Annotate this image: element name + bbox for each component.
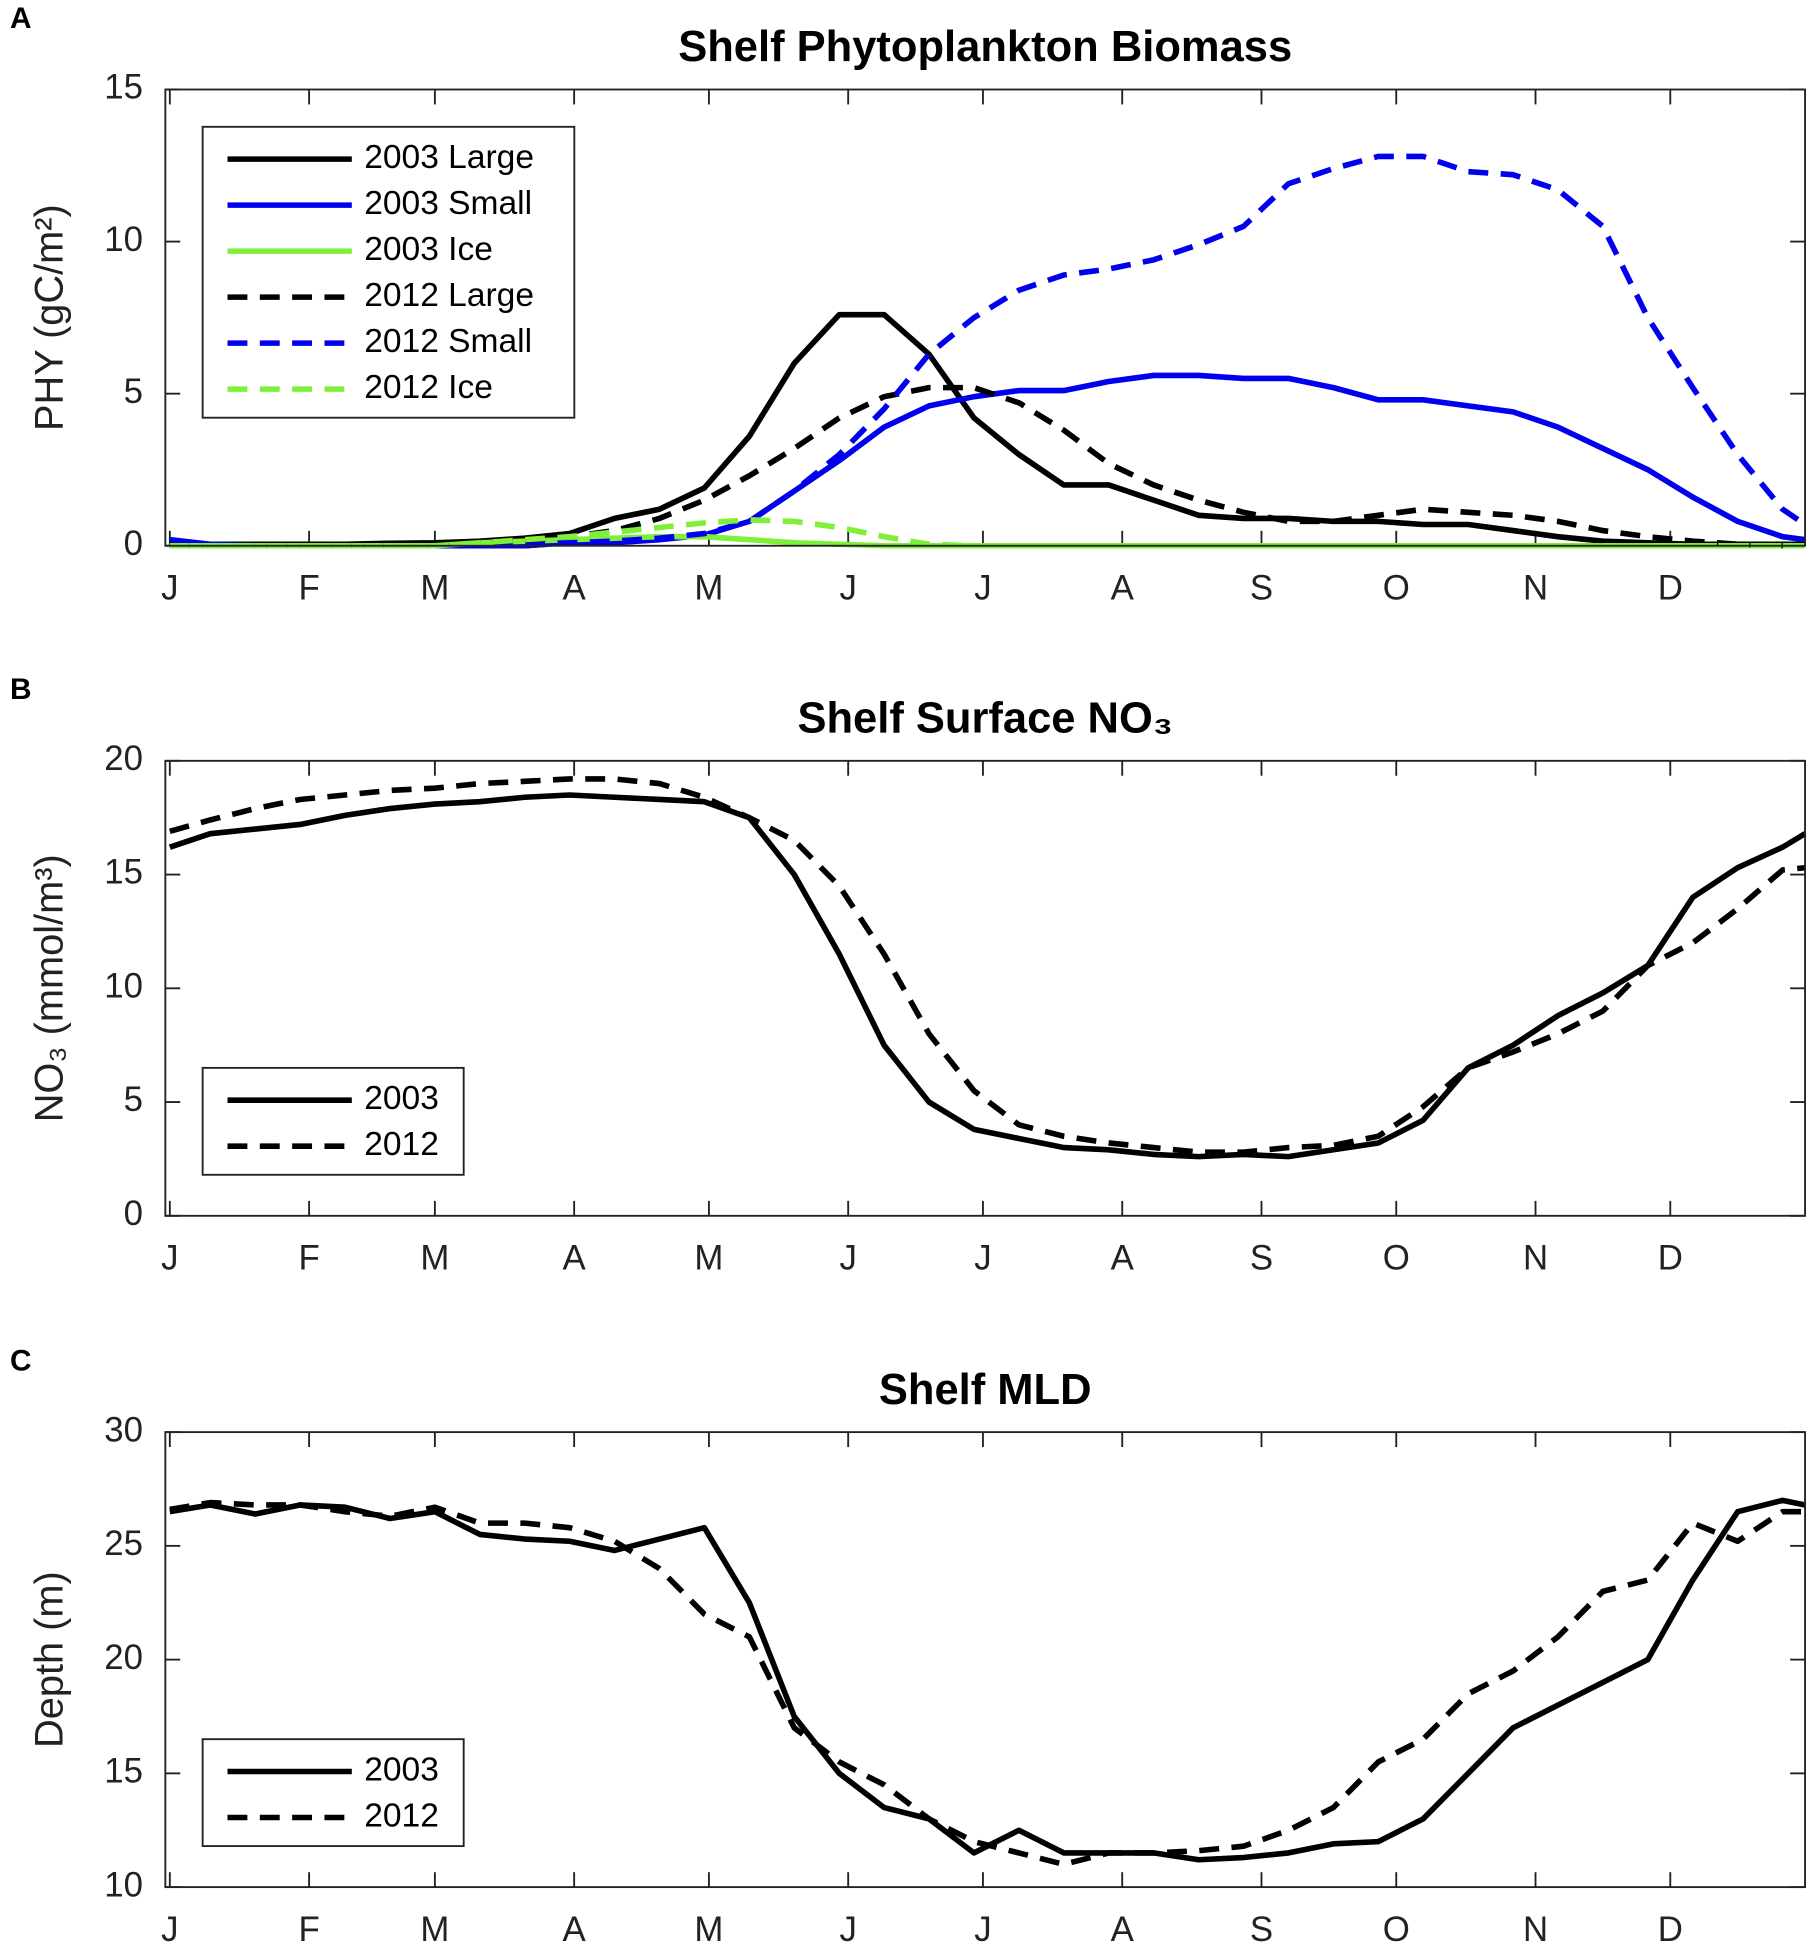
x-tick-label: A xyxy=(563,1910,587,1949)
y-tick-label: 10 xyxy=(104,220,143,259)
legend-box xyxy=(201,125,576,419)
y-axis-label: PHY (gC/m²) xyxy=(28,204,72,431)
series-line xyxy=(169,1497,1806,1863)
y-tick-label: 15 xyxy=(104,68,143,107)
y-tick-label: 10 xyxy=(104,1865,143,1904)
y-tick-label: 20 xyxy=(104,1638,143,1677)
x-tick-label: J xyxy=(161,1239,178,1278)
plot-frame xyxy=(164,759,1806,1217)
legend-label: 2003 xyxy=(364,1080,439,1117)
legend-label: 2003 Large xyxy=(364,139,534,176)
legend-box xyxy=(201,1066,465,1176)
x-tick-label: A xyxy=(1111,1910,1135,1949)
x-tick-label: J xyxy=(839,1239,856,1278)
x-tick-label: N xyxy=(1523,1239,1548,1278)
x-tick-label: M xyxy=(694,1910,723,1949)
x-tick-label: J xyxy=(161,569,178,608)
x-tick-label: J xyxy=(974,1239,991,1278)
y-tick-label: 15 xyxy=(104,1752,143,1791)
x-tick-label: N xyxy=(1523,569,1548,608)
plot-frame xyxy=(164,88,1806,547)
x-tick-label: S xyxy=(1250,1239,1273,1278)
x-tick-label: J xyxy=(839,1910,856,1949)
y-axis-label: NO₃ (mmol/m³) xyxy=(28,854,72,1122)
x-tick-label: M xyxy=(420,569,449,608)
chart-title: Shelf MLD xyxy=(879,1366,1092,1414)
panel-label: C xyxy=(10,1344,32,1377)
x-tick-label: D xyxy=(1658,569,1683,608)
y-tick-label: 25 xyxy=(104,1524,143,1563)
legend-label: 2012 xyxy=(364,1126,439,1163)
y-tick-label: 5 xyxy=(124,1080,143,1119)
x-tick-label: O xyxy=(1383,569,1410,608)
legend-label: 2003 Ice xyxy=(364,231,493,268)
x-tick-label: F xyxy=(298,569,319,608)
panel-label: A xyxy=(10,2,32,35)
x-tick-label: J xyxy=(974,569,991,608)
plot-frame xyxy=(164,1431,1806,1889)
x-tick-label: F xyxy=(298,1910,319,1949)
x-tick-label: S xyxy=(1250,1910,1273,1949)
x-tick-label: A xyxy=(1111,569,1135,608)
x-tick-label: M xyxy=(420,1239,449,1278)
x-tick-label: J xyxy=(839,569,856,608)
x-tick-label: D xyxy=(1658,1239,1683,1278)
x-tick-label: O xyxy=(1383,1910,1410,1949)
y-tick-label: 5 xyxy=(124,372,143,411)
x-tick-label: J xyxy=(974,1910,991,1949)
x-tick-label: F xyxy=(298,1239,319,1278)
series-line xyxy=(169,1499,1806,1868)
y-axis-label: Depth (m) xyxy=(28,1571,72,1748)
x-tick-label: A xyxy=(1111,1239,1135,1278)
y-tick-label: 30 xyxy=(104,1410,143,1449)
x-tick-label: O xyxy=(1383,1239,1410,1278)
y-tick-label: 15 xyxy=(104,853,143,892)
legend-label: 2012 Large xyxy=(364,277,534,314)
series-line xyxy=(168,792,1807,1160)
x-tick-label: N xyxy=(1523,1910,1548,1949)
y-tick-label: 20 xyxy=(104,739,143,778)
y-tick-label: 10 xyxy=(104,966,143,1005)
x-tick-label: M xyxy=(694,1239,723,1278)
x-tick-label: A xyxy=(563,569,587,608)
legend-label: 2012 Small xyxy=(364,323,532,360)
legend-label: 2012 xyxy=(364,1797,439,1834)
panel-label: B xyxy=(10,673,32,706)
chart-title: Shelf Phytoplankton Biomass xyxy=(678,23,1292,71)
y-tick-label: 0 xyxy=(124,1194,143,1233)
legend-label: 2003 Small xyxy=(364,185,532,222)
y-tick-label: 0 xyxy=(124,524,143,563)
x-tick-label: M xyxy=(420,1910,449,1949)
chart-title: Shelf Surface NO₃ xyxy=(797,695,1172,743)
x-tick-label: D xyxy=(1658,1910,1683,1949)
x-tick-label: S xyxy=(1250,569,1273,608)
x-tick-label: M xyxy=(694,569,723,608)
legend-label: 2012 Ice xyxy=(364,369,493,406)
legend-box xyxy=(201,1738,465,1848)
series-line xyxy=(169,776,1806,1155)
x-tick-label: A xyxy=(563,1239,587,1278)
legend-label: 2003 xyxy=(364,1751,439,1788)
x-tick-label: J xyxy=(161,1910,178,1949)
